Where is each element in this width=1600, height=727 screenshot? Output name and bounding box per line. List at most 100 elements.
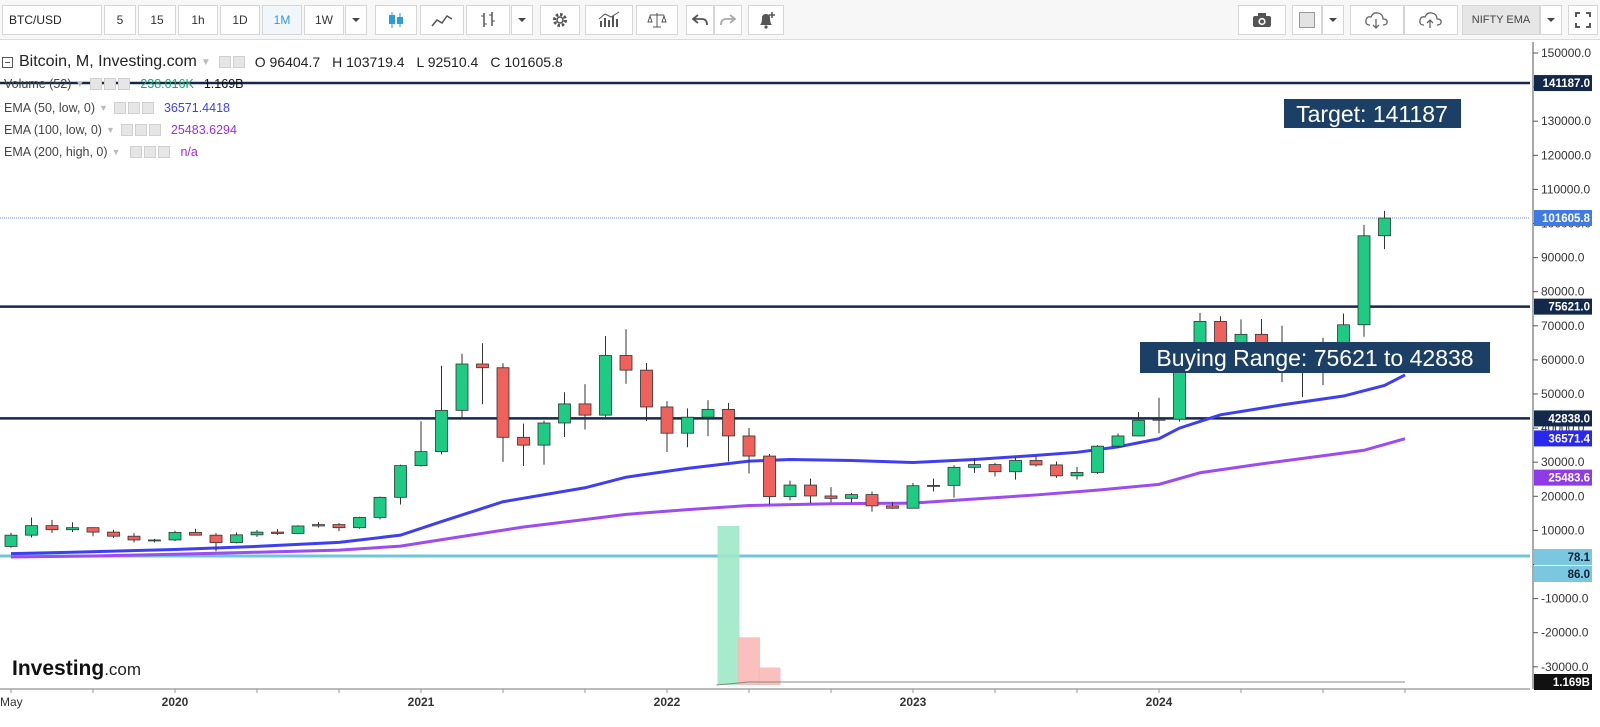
candle-up xyxy=(558,392,571,437)
settings-button[interactable] xyxy=(540,5,580,35)
bars-style-button[interactable] xyxy=(466,5,510,35)
chevron-down-icon[interactable]: ▼ xyxy=(105,125,115,135)
candle-body xyxy=(558,403,571,424)
logo-brand: Investing xyxy=(12,657,104,680)
gear-icon[interactable] xyxy=(134,124,147,136)
close-icon[interactable] xyxy=(158,146,171,158)
y-tick-label: -10000.0 xyxy=(1541,592,1589,606)
candle-down xyxy=(619,329,633,384)
candle-down xyxy=(763,454,776,505)
candle-down xyxy=(1050,461,1063,478)
chart-style-dropdown-button[interactable] xyxy=(511,5,533,35)
ema200-label: EMA (200, high, 0) xyxy=(4,145,108,159)
close-icon[interactable] xyxy=(148,124,161,136)
undo-button[interactable] xyxy=(686,5,714,35)
eye-icon[interactable] xyxy=(218,56,231,68)
gear-icon[interactable] xyxy=(127,102,140,114)
chevron-down-icon[interactable]: ▼ xyxy=(75,79,85,89)
candle-body xyxy=(988,464,1002,473)
gear-icon[interactable] xyxy=(104,78,117,90)
logo-suffix: .com xyxy=(104,660,141,679)
compare-button[interactable] xyxy=(636,5,678,35)
collapse-legend-icon[interactable] xyxy=(2,56,13,68)
interval-15-button[interactable]: 15 xyxy=(138,5,176,35)
y-tick-label: 150000.0 xyxy=(1541,46,1591,60)
buying-range-annotation[interactable]: Buying Range: 75621 to 42838 xyxy=(1140,342,1490,373)
eye-icon[interactable] xyxy=(120,124,133,136)
interval-1w-button[interactable]: 1W xyxy=(304,5,344,35)
candle-up xyxy=(291,525,305,534)
candles-style-button[interactable] xyxy=(375,5,417,35)
chevron-down-icon[interactable]: ▼ xyxy=(111,147,121,157)
candle-up xyxy=(537,420,551,465)
candle-up xyxy=(783,480,797,501)
candle-body xyxy=(660,406,674,434)
gear-icon[interactable] xyxy=(232,56,245,68)
candle-body xyxy=(414,451,428,467)
save-template-button[interactable] xyxy=(1404,5,1458,35)
legend-open: O 96404.7 xyxy=(254,54,321,70)
lower-level-price-tag: 42838.0 xyxy=(1548,413,1590,425)
candle-up xyxy=(353,516,366,529)
candle-down xyxy=(865,491,879,512)
candle-body xyxy=(353,517,366,529)
load-template-button[interactable] xyxy=(1350,5,1404,35)
target-annotation[interactable]: Target: 141187 xyxy=(1284,99,1461,128)
volume-tag-1-bg xyxy=(1534,549,1592,565)
volume-value-2: 1.169B xyxy=(203,77,244,91)
template-dropdown-button[interactable] xyxy=(1540,5,1562,35)
background-color-button[interactable] xyxy=(1292,5,1322,35)
template-name-button[interactable]: NIFTY EMA xyxy=(1462,5,1540,35)
interval-dropdown-button[interactable] xyxy=(345,5,367,35)
alert-button[interactable] xyxy=(748,5,784,35)
redo-arrow-icon xyxy=(720,14,736,26)
candle-up xyxy=(1378,210,1391,250)
candle-up xyxy=(1132,412,1145,437)
ema-lines xyxy=(10,373,1406,559)
price-tags: 141187.0 101605.8 75621.0 42838.0 36571.4 254… xyxy=(1534,75,1592,690)
indicators-button[interactable] xyxy=(585,5,633,35)
candle-body xyxy=(927,484,940,487)
color-dropdown-button[interactable] xyxy=(1322,5,1344,35)
redo-button[interactable] xyxy=(714,5,742,35)
candle-down xyxy=(476,343,489,405)
candle-down xyxy=(517,423,530,466)
gear-icon[interactable] xyxy=(144,146,157,158)
candle-up xyxy=(66,522,79,533)
interval-1d-button[interactable]: 1D xyxy=(220,5,260,35)
eye-icon[interactable] xyxy=(130,146,143,158)
chevron-down-icon[interactable]: ▼ xyxy=(99,103,108,113)
candle-down xyxy=(886,502,899,509)
eye-icon[interactable] xyxy=(113,102,126,114)
candle-body xyxy=(312,524,325,527)
upper-level-price-tag-bg xyxy=(1534,298,1592,315)
volume-bar xyxy=(717,526,740,685)
candle-down xyxy=(660,401,674,452)
screenshot-button[interactable] xyxy=(1238,5,1286,35)
candle-up xyxy=(947,465,961,498)
eye-icon[interactable] xyxy=(90,78,103,90)
price-chart[interactable]: 150000.0140000.0130000.0120000.0110000.0… xyxy=(0,42,1600,727)
volume-total-tag: 1.169B xyxy=(1553,677,1590,689)
candle-down xyxy=(45,519,59,534)
candle-up xyxy=(599,336,612,417)
chevron-down-icon[interactable]: ▼ xyxy=(200,56,211,68)
interval-5-button[interactable]: 5 xyxy=(104,5,136,35)
line-style-button[interactable] xyxy=(420,5,464,35)
candle-body xyxy=(127,535,141,541)
candle-body xyxy=(886,505,899,509)
close-icon[interactable] xyxy=(118,78,131,90)
ema100-value: 25483.6294 xyxy=(170,123,237,137)
investing-logo: Investing.com xyxy=(12,657,141,680)
candle-up xyxy=(906,483,920,509)
close-icon[interactable] xyxy=(141,102,154,114)
fullscreen-button[interactable] xyxy=(1568,5,1598,35)
candle-body xyxy=(1378,217,1391,237)
interval-1h-button[interactable]: 1h xyxy=(178,5,218,35)
symbol-search-input[interactable] xyxy=(2,5,102,35)
candle-body xyxy=(1357,235,1371,326)
candle-body xyxy=(66,527,79,531)
upper-level-price-tag: 75621.0 xyxy=(1548,302,1590,314)
x-tick-label: 2021 xyxy=(408,695,435,709)
interval-1m-button[interactable]: 1M xyxy=(262,5,302,35)
